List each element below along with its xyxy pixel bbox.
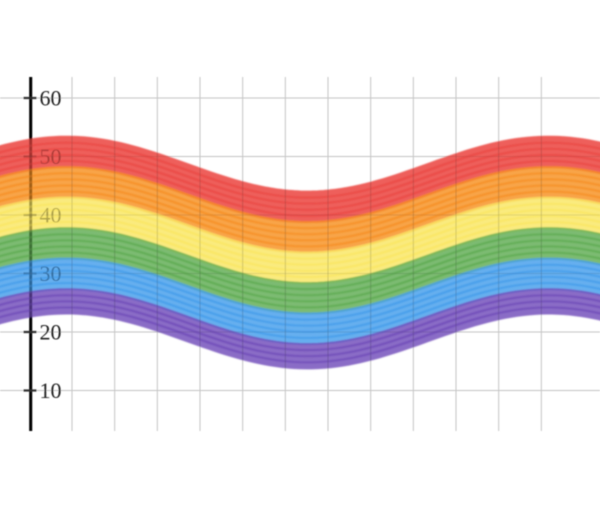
svg-text:20: 20 (40, 319, 62, 344)
svg-text:30: 30 (40, 261, 62, 286)
svg-text:60: 60 (40, 85, 62, 110)
svg-text:60: 60 (40, 85, 62, 110)
svg-text:20: 20 (40, 319, 62, 344)
svg-text:40: 40 (40, 202, 62, 227)
svg-text:50: 50 (40, 144, 62, 169)
svg-text:10: 10 (40, 378, 62, 403)
svg-text:10: 10 (40, 378, 62, 403)
